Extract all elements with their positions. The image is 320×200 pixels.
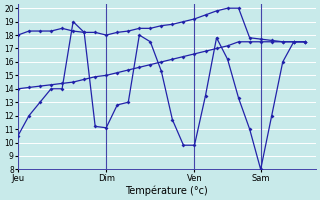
X-axis label: Température (°c): Température (°c) [125,185,208,196]
